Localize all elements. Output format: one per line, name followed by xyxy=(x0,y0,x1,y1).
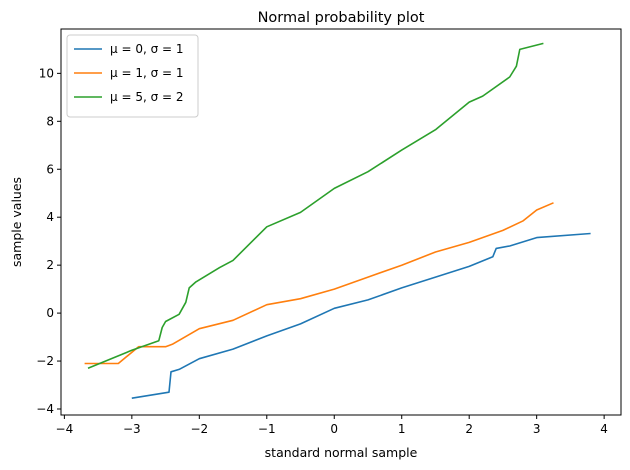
y-tick-label: 4 xyxy=(46,210,54,224)
x-tick-label: 4 xyxy=(600,422,608,436)
plot-frame xyxy=(60,28,622,416)
legend-label-0: μ = 0, σ = 1 xyxy=(110,42,184,56)
x-tick-label: −4 xyxy=(56,422,74,436)
x-tick-label: 1 xyxy=(398,422,406,436)
series-line-0 xyxy=(131,232,591,399)
x-tick-label: −2 xyxy=(190,422,208,436)
series-line-2 xyxy=(87,42,544,369)
y-axis-label: sample values xyxy=(9,177,24,267)
y-tick-label: −2 xyxy=(36,354,54,368)
legend-label-2: μ = 5, σ = 2 xyxy=(110,90,184,104)
series-line-1 xyxy=(84,202,554,365)
chart-title: Normal probability plot xyxy=(258,10,425,26)
ticks-layer: −4 −3 −2 −1 0 1 2 3 4 −4 −2 0 2 4 6 8 10 xyxy=(36,66,608,436)
y-tick-label: 6 xyxy=(46,162,54,176)
legend: μ = 0, σ = 1 μ = 1, σ = 1 μ = 5, σ = 2 xyxy=(66,34,199,118)
x-tick-label: 2 xyxy=(465,422,473,436)
y-tick-label: 2 xyxy=(46,258,54,272)
x-axis-label: standard normal sample xyxy=(265,445,418,460)
y-tick-label: 10 xyxy=(39,66,54,80)
y-tick-label: 8 xyxy=(46,114,54,128)
y-tick-label: 0 xyxy=(46,306,54,320)
legend-label-1: μ = 1, σ = 1 xyxy=(110,66,184,80)
x-tick-label: −3 xyxy=(123,422,141,436)
x-tick-label: −1 xyxy=(258,422,276,436)
x-tick-label: 3 xyxy=(533,422,541,436)
x-tick-label: 0 xyxy=(330,422,338,436)
series-layer xyxy=(84,42,591,399)
y-tick-label: −4 xyxy=(36,402,54,416)
